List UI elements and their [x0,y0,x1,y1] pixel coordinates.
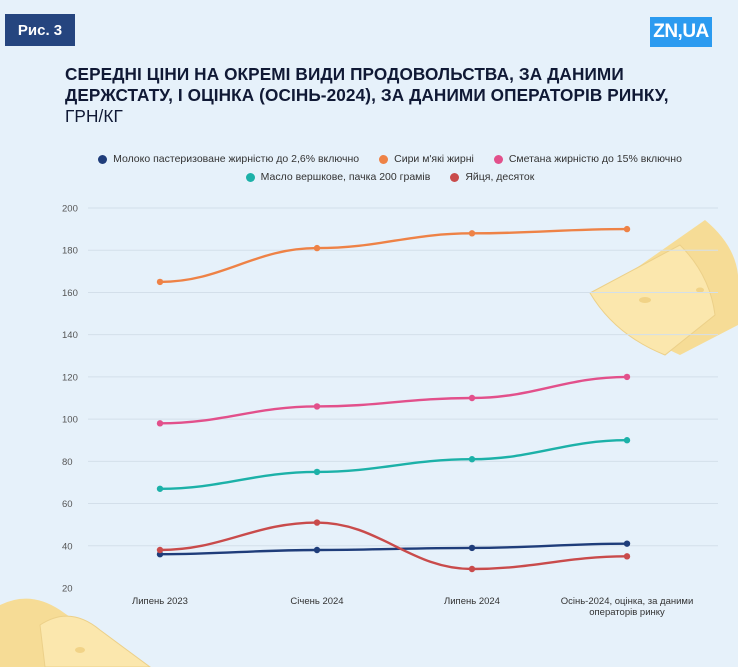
data-point [468,544,476,552]
legend-item-cheese: Сири м'які жирні [379,153,474,165]
legend-label-eggs: Яйця, десяток [465,171,535,183]
legend-item-milk: Молоко пастеризоване жирністю до 2,6% вк… [98,153,359,165]
series-line [159,227,628,284]
chart-title-main: СЕРЕДНІ ЦІНИ НА ОКРЕМІ ВИДИ ПРОДОВОЛЬСТВ… [65,64,669,105]
y-tick-label: 20 [62,584,73,595]
zn-ua-logo[interactable]: ZN,UA [650,17,712,47]
legend-marker-butter [245,172,255,182]
x-tick-label: Січень 2024 [290,596,343,607]
data-point [623,437,631,444]
y-tick-label: 160 [62,288,78,299]
legend-label-cheese: Сири м'які жирні [394,153,474,165]
legend-row: Молоко пастеризоване жирністю до 2,6% вк… [80,150,700,168]
data-point [468,394,476,402]
cheese-slice-illustration [0,598,151,667]
x-tick-label: операторів ринку [589,607,665,618]
legend-marker-milk [98,154,108,164]
y-tick-label: 60 [62,499,73,510]
legend-item-sour-cream: Сметана жирністю до 15% включно [493,153,682,165]
figure-label: Рис. 3 [5,14,75,46]
data-point [156,546,164,554]
legend-label-sour-cream: Сметана жирністю до 15% включно [508,153,682,165]
y-tick-label: 140 [62,330,78,341]
data-point [468,230,476,237]
series-line [159,375,628,425]
x-tick-label: Осінь-2024, оцінка, за даними [561,596,694,607]
legend-marker-sour-cream [493,154,503,164]
data-point [313,546,321,554]
legend-marker-eggs [450,172,460,182]
legend-label-milk: Молоко пастеризоване жирністю до 2,6% вк… [113,153,360,165]
data-point [313,244,321,252]
cheese-slice-illustration [589,220,738,356]
data-point [313,468,321,476]
series-line [159,439,628,490]
data-point [156,485,164,492]
y-tick-label: 40 [62,541,73,552]
data-point [468,565,476,573]
chart-title-unit: ГРН/КГ [65,106,123,126]
data-point [623,540,631,547]
y-tick-label: 200 [62,204,78,215]
data-point [313,403,321,410]
data-point [313,519,321,526]
data-point [156,278,164,286]
data-point [623,373,631,381]
data-point [156,420,164,427]
series-line [159,521,628,571]
y-tick-label: 180 [62,246,78,257]
data-point [623,553,631,560]
x-tick-label: Липень 2024 [444,596,500,607]
legend-marker-cheese [379,154,389,164]
legend-item-butter: Масло вершкове, пачка 200 грамів [245,171,431,183]
legend-label-butter: Масло вершкове, пачка 200 грамів [260,171,431,183]
legend-item-eggs: Яйця, десяток [450,171,534,183]
chart-legend: Молоко пастеризоване жирністю до 2,6% вк… [80,150,700,186]
y-tick-label: 120 [62,372,78,383]
chart-title: СЕРЕДНІ ЦІНИ НА ОКРЕМІ ВИДИ ПРОДОВОЛЬСТВ… [65,64,705,127]
x-tick-label: Липень 2023 [132,596,188,607]
data-point [468,456,476,463]
data-point [623,225,631,233]
legend-row: Масло вершкове, пачка 200 грамів Яйця, д… [80,168,700,186]
y-tick-label: 80 [62,457,73,468]
series-line [159,542,628,556]
y-tick-label: 100 [62,415,78,426]
